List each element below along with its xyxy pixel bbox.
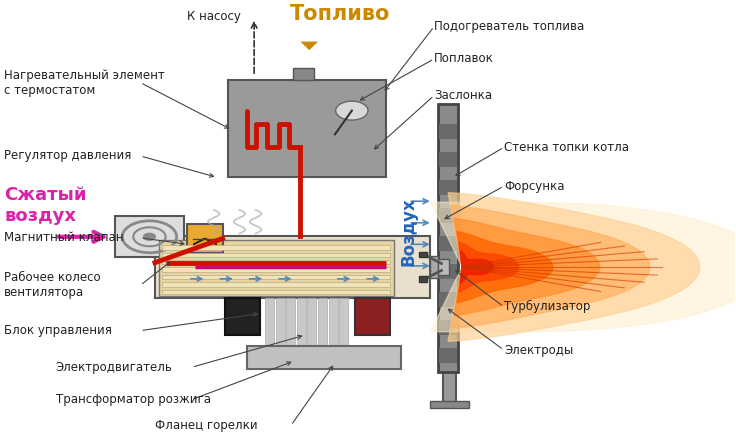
Bar [355, 298, 390, 335]
Bar [439, 124, 457, 139]
Bar [438, 104, 459, 371]
Text: Сжатый
воздух: Сжатый воздух [4, 186, 87, 225]
Bar [163, 275, 390, 279]
Bar [163, 260, 390, 264]
Bar [286, 298, 295, 361]
Text: Воздух: Воздух [400, 197, 417, 266]
Text: Подогреватель топлива: Подогреватель топлива [434, 20, 584, 33]
Circle shape [144, 233, 155, 240]
Bar [439, 236, 457, 251]
Text: Форсунка: Форсунка [504, 180, 565, 193]
Bar [438, 259, 449, 275]
Bar [163, 267, 390, 272]
Bar [163, 253, 390, 257]
Bar [163, 282, 390, 287]
Bar [439, 320, 457, 335]
Bar [318, 298, 327, 361]
Text: К насосу: К насосу [187, 10, 241, 23]
Bar [420, 252, 427, 257]
Polygon shape [454, 218, 600, 316]
Text: Стенка топки котла: Стенка топки котла [504, 141, 629, 154]
Bar [339, 298, 348, 361]
Text: Трансформатор розжига: Трансформатор розжига [56, 393, 210, 406]
Bar [439, 180, 457, 195]
Circle shape [336, 101, 368, 120]
Bar [163, 289, 390, 294]
Text: Поплавок: Поплавок [434, 52, 494, 66]
Text: Топливо: Топливо [290, 4, 390, 24]
Polygon shape [451, 205, 650, 329]
Bar [276, 298, 285, 361]
Bar [328, 298, 338, 361]
Bar [187, 225, 222, 253]
Bar [159, 240, 394, 296]
Bar [420, 277, 427, 282]
Bar [308, 298, 316, 361]
Text: Электроды: Электроды [504, 343, 573, 357]
Polygon shape [457, 231, 553, 303]
Text: Регулятор давления: Регулятор давления [4, 149, 132, 163]
Bar [431, 400, 469, 408]
Bar [443, 139, 456, 406]
Polygon shape [431, 202, 736, 332]
Polygon shape [193, 239, 216, 245]
Bar [293, 68, 314, 80]
Polygon shape [459, 242, 519, 292]
Text: Блок управления: Блок управления [4, 324, 113, 337]
Bar [115, 216, 184, 257]
Polygon shape [461, 251, 493, 283]
Polygon shape [448, 193, 700, 341]
Text: Нагревательный элемент
с термостатом: Нагревательный элемент с термостатом [4, 69, 165, 97]
Bar [431, 256, 438, 278]
Text: Фланец горелки: Фланец горелки [155, 419, 258, 432]
Bar [297, 298, 306, 361]
Text: Рабочее колесо
вентилятора: Рабочее колесо вентилятора [4, 271, 101, 299]
Bar [228, 80, 386, 177]
Bar [224, 298, 260, 335]
Bar [439, 152, 457, 166]
Bar [265, 298, 275, 361]
Bar [439, 208, 457, 223]
Bar [439, 292, 457, 307]
Text: Заслонка: Заслонка [434, 89, 492, 102]
Text: Электродвигатель: Электродвигатель [56, 361, 173, 374]
Bar [155, 236, 431, 298]
Polygon shape [300, 42, 318, 50]
Bar [247, 346, 401, 369]
Bar [439, 264, 457, 279]
Text: Магнитный клапан: Магнитный клапан [4, 231, 124, 244]
Text: Турбулизатор: Турбулизатор [504, 300, 590, 313]
Bar [439, 348, 457, 363]
Bar [163, 245, 390, 250]
